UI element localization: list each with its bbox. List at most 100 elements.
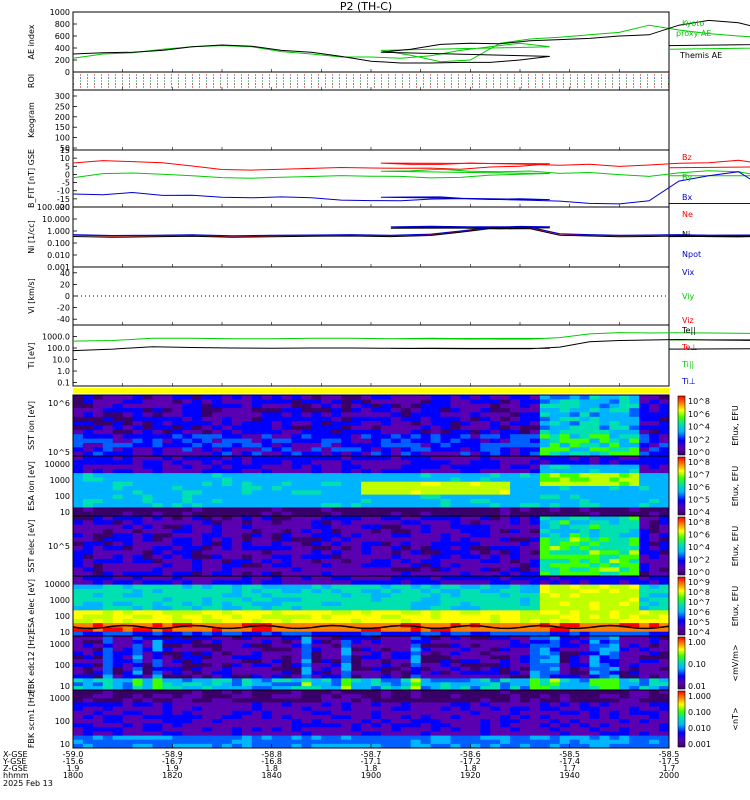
spectrogram-cell: [112, 533, 124, 538]
spectrogram-cell: [361, 395, 372, 400]
spectrogram-cell: [132, 558, 143, 564]
spectrogram-cell: [470, 403, 481, 409]
spectrogram-cell: [470, 438, 481, 444]
spectrogram-cell: [311, 447, 322, 453]
spectrogram-cell: [73, 516, 84, 521]
spectrogram-cell: [82, 511, 94, 517]
spectrogram-cell: [251, 447, 263, 453]
spectrogram-cell: [450, 601, 461, 607]
spectrogram-cell: [291, 735, 302, 741]
spectrogram-cell: [430, 571, 441, 577]
spectrogram-cell: [182, 464, 193, 470]
spectrogram-cell: [351, 571, 362, 577]
spectrogram-cell: [529, 460, 541, 466]
spectrogram-cell: [92, 537, 104, 543]
spectrogram-cell: [500, 541, 511, 547]
spectrogram-cell: [410, 670, 422, 676]
spectrogram-cell: [341, 456, 352, 461]
spectrogram-cell: [529, 550, 541, 556]
spectrogram-cell: [470, 498, 481, 504]
spectrogram-cell: [549, 498, 561, 504]
spectrogram-cell: [152, 429, 163, 435]
spectrogram-cell: [400, 682, 412, 687]
spectrogram-cell: [231, 434, 243, 440]
spectrogram-cell: [380, 710, 392, 716]
spectrogram-cell: [162, 571, 173, 577]
series-line-kyotoproxyae: [72, 24, 750, 63]
spectrogram-cell: [410, 421, 422, 426]
spectrogram-cell: [639, 498, 650, 504]
spectrogram-cell: [301, 659, 312, 664]
spectrogram-cell: [490, 468, 501, 474]
spectrogram-cell: [341, 639, 352, 645]
spectrogram-cell: [172, 597, 183, 603]
spectrogram-cell: [212, 670, 223, 676]
spectrogram-cell: [311, 421, 322, 426]
spectrogram-cell: [380, 477, 392, 483]
spectrogram-cell: [231, 606, 243, 611]
spectrogram-cell: [202, 481, 213, 487]
spectrogram-cell: [440, 682, 451, 687]
spectrogram-cell: [559, 516, 571, 521]
spectrogram-cell: [301, 670, 312, 676]
spectrogram-cell: [589, 606, 600, 611]
spectrogram-cell: [261, 447, 273, 453]
spectrogram-cell: [331, 719, 342, 724]
spectrogram-cell: [222, 558, 233, 564]
spectrogram-cell: [331, 639, 342, 645]
spectrogram-cell: [400, 429, 412, 435]
spectrogram-cell: [331, 494, 342, 500]
spectrogram-cell: [420, 651, 432, 656]
spectrogram-cell: [192, 554, 203, 560]
spectrogram-cell: [371, 639, 382, 645]
spectrogram-cell: [520, 636, 531, 641]
spectrogram-cell: [490, 412, 501, 418]
spectrogram-cell: [301, 442, 312, 448]
spectrogram-cell: [192, 412, 203, 418]
spectrogram-cell: [420, 719, 432, 724]
spectrogram-cell: [619, 460, 630, 466]
spectrogram-cell: [649, 627, 660, 633]
spectrogram-cell: [341, 731, 352, 736]
spectrogram-cell: [609, 567, 620, 573]
spectrogram-cell: [222, 710, 233, 716]
spectrogram-cell: [659, 498, 670, 504]
spectrogram-cell: [420, 460, 432, 466]
spectrogram-cell: [450, 627, 461, 633]
spectrogram-cell: [569, 558, 581, 564]
spectrogram-cell: [73, 473, 84, 478]
spectrogram-cell: [92, 516, 104, 521]
spectrogram-cell: [589, 670, 600, 676]
spectrogram-cell: [212, 727, 223, 732]
spectrogram-cell: [549, 473, 561, 478]
spectrogram-cell: [351, 456, 362, 461]
spectrogram-cell: [649, 434, 660, 440]
spectrogram-cell: [361, 698, 372, 703]
spectrogram-cell: [659, 610, 670, 616]
spectrogram-cell: [142, 690, 153, 695]
spectrogram-cell: [122, 706, 134, 712]
spectrogram-cell: [371, 421, 382, 426]
spectrogram-cell: [301, 706, 312, 712]
spectrogram-cell: [371, 731, 382, 736]
spectrogram-cell: [92, 614, 104, 620]
spectrogram-cell: [559, 490, 571, 496]
colorbar-tick-label: 0.01: [688, 682, 706, 691]
spectrogram-cell: [589, 520, 600, 526]
spectrogram-cell: [569, 663, 581, 668]
spectrogram-cell: [281, 710, 292, 716]
spectrogram-cell: [500, 468, 511, 474]
spectrogram-cell: [261, 451, 273, 457]
spectrogram-cell: [629, 516, 640, 521]
spectrogram-cell: [440, 537, 451, 543]
spectrogram-cell: [341, 670, 352, 676]
spectrogram-cell: [222, 606, 233, 611]
spectrogram-cell: [520, 606, 531, 611]
spectrogram-cell: [539, 588, 551, 594]
spectrogram-cell: [589, 464, 600, 470]
spectrogram-cell: [261, 429, 273, 435]
spectrogram-cell: [202, 666, 213, 672]
spectrogram-cell: [539, 593, 551, 598]
spectrogram-cell: [351, 442, 362, 448]
spectrogram-cell: [202, 678, 213, 683]
